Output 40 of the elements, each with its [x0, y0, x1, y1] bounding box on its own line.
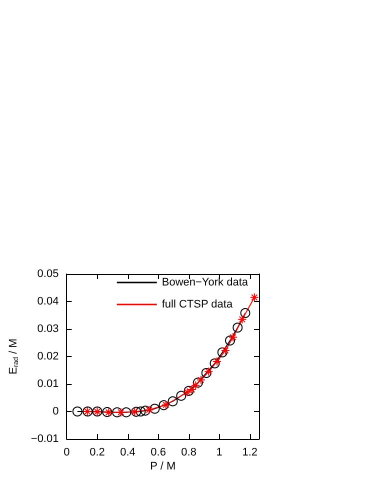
point	[240, 308, 250, 318]
point	[168, 396, 178, 406]
x-tick-label: 0.2	[90, 446, 105, 458]
x-axis-title: P / M	[150, 460, 176, 472]
y-tick-label: 0.02	[37, 350, 59, 362]
point	[210, 358, 220, 368]
point	[158, 400, 169, 410]
point	[140, 406, 150, 416]
x-tick-label: 1.2	[242, 446, 258, 458]
y-tick-label: 0.03	[37, 323, 59, 335]
point	[204, 367, 214, 376]
point	[250, 292, 259, 302]
point	[150, 404, 160, 414]
point	[72, 406, 82, 416]
point	[144, 405, 154, 414]
y-tick-label: 0.01	[37, 378, 59, 390]
x-tick-label: 0.8	[181, 446, 196, 458]
point	[225, 336, 236, 346]
point	[121, 407, 132, 418]
legend-label: full CTSP data	[162, 298, 234, 310]
point	[228, 332, 238, 342]
point	[201, 368, 212, 378]
point	[212, 356, 222, 366]
x-tick-label: 1	[216, 446, 222, 458]
legend-label: Bowen−York data	[162, 276, 249, 288]
x-tick-label: 0	[64, 446, 70, 458]
point	[238, 314, 247, 324]
y-tick-label: −0.01	[30, 433, 59, 445]
point	[176, 390, 186, 401]
point	[161, 400, 170, 410]
point	[217, 347, 228, 358]
y-tick-label: 0.04	[37, 296, 59, 308]
y-tick-label: 0	[52, 406, 59, 418]
point	[136, 406, 146, 416]
x-tick-label: 0.4	[120, 446, 136, 458]
point	[116, 408, 126, 417]
point	[220, 346, 230, 355]
y-tick-label: 0.05	[37, 268, 59, 280]
point	[232, 322, 243, 333]
x-tick-label: 0.6	[150, 446, 166, 458]
